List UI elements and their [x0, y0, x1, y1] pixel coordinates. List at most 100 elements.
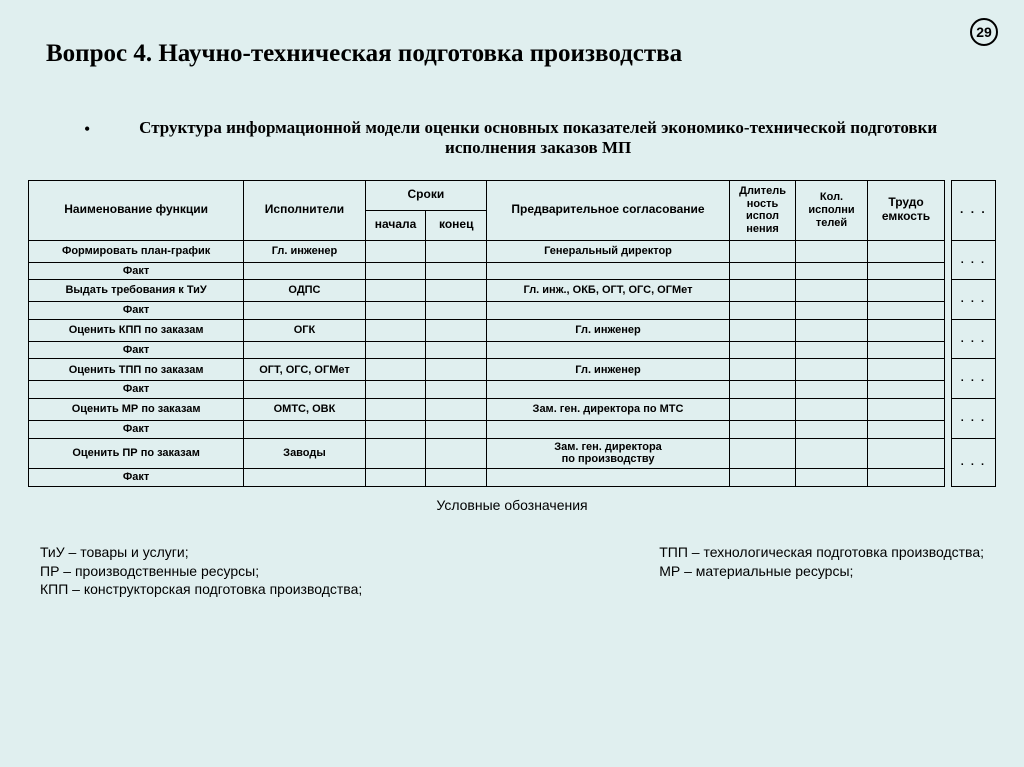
cell [487, 262, 730, 280]
cell [244, 421, 365, 439]
cell [365, 421, 426, 439]
subtitle-row: • Структура информационной модели оценки… [0, 74, 1024, 158]
cell-appr: Генеральный директор [487, 240, 730, 262]
cell-ell: . . . [951, 399, 995, 439]
cell-start [365, 359, 426, 381]
cell [426, 421, 487, 439]
cell [796, 262, 868, 280]
cell-gap [945, 438, 952, 486]
cell-gap [945, 280, 952, 320]
cell-start [365, 438, 426, 468]
cell [487, 302, 730, 320]
cell-cnt [796, 438, 868, 468]
cell-start [365, 319, 426, 341]
cell [365, 469, 426, 487]
cell-exec: ОМТС, ОВК [244, 399, 365, 421]
cell-labor [867, 399, 944, 421]
table-row-fact: Факт [29, 302, 996, 320]
cell-start [365, 240, 426, 262]
cell [729, 469, 795, 487]
cell-labor [867, 319, 944, 341]
h-ell: . . . [951, 181, 995, 241]
cell-gap [945, 399, 952, 439]
cell-gap [945, 319, 952, 359]
cell-end [426, 319, 487, 341]
cell [426, 302, 487, 320]
cell-ell: . . . [951, 438, 995, 486]
cell-dur [729, 399, 795, 421]
cell-gap [945, 359, 952, 399]
cell-appr: Зам. ген. директора по МТС [487, 399, 730, 421]
cell [244, 341, 365, 359]
cell-fact: Факт [29, 302, 244, 320]
legend: ТиУ – товары и услуги;ПР – производствен… [0, 513, 1024, 600]
cell-end [426, 359, 487, 381]
cell [487, 469, 730, 487]
cell [426, 262, 487, 280]
cell-fact: Факт [29, 341, 244, 359]
legend-line: МР – материальные ресурсы; [659, 562, 984, 581]
h-dur: Длитель ность испол нения [729, 181, 795, 241]
h-labor: Трудо емкость [867, 181, 944, 241]
cell [426, 341, 487, 359]
cell [426, 381, 487, 399]
cell-labor [867, 359, 944, 381]
cell-end [426, 280, 487, 302]
cell [365, 341, 426, 359]
cell-dur [729, 319, 795, 341]
cell-ell: . . . [951, 280, 995, 320]
cell-dur [729, 240, 795, 262]
page-number-badge: 29 [970, 18, 998, 46]
h-cnt: Кол. исполни телей [796, 181, 868, 241]
cell [796, 341, 868, 359]
cell [796, 469, 868, 487]
cell-gap [945, 240, 952, 280]
cell-exec: Гл. инженер [244, 240, 365, 262]
cell [487, 421, 730, 439]
cell [487, 381, 730, 399]
cell-start [365, 399, 426, 421]
table-row: Оценить КПП по заказамОГКГл. инженер. . … [29, 319, 996, 341]
cell-appr: Гл. инж., ОКБ, ОГТ, ОГС, ОГМет [487, 280, 730, 302]
main-table: Наименование функции Исполнители Сроки П… [28, 180, 996, 487]
cell [867, 341, 944, 359]
table-row-fact: Факт [29, 421, 996, 439]
cell-name: Формировать план-график [29, 240, 244, 262]
cell [244, 469, 365, 487]
h-appr: Предварительное согласование [487, 181, 730, 241]
cell [796, 381, 868, 399]
table-row-fact: Факт [29, 341, 996, 359]
cell-ell: . . . [951, 240, 995, 280]
cell-labor [867, 240, 944, 262]
table-row: Выдать требования к ТиУОДПСГл. инж., ОКБ… [29, 280, 996, 302]
cell-name: Оценить ПР по заказам [29, 438, 244, 468]
h-terms: Сроки [365, 181, 486, 211]
table-row: Оценить МР по заказамОМТС, ОВКЗам. ген. … [29, 399, 996, 421]
cell-appr: Зам. ген. директора по производству [487, 438, 730, 468]
cell-cnt [796, 359, 868, 381]
bullet-icon: • [84, 118, 90, 140]
legend-line: ПР – производственные ресурсы; [40, 562, 362, 581]
cell-end [426, 438, 487, 468]
cell [365, 302, 426, 320]
subtitle-text: Структура информационной модели оценки о… [112, 118, 964, 158]
cell [796, 421, 868, 439]
cell [244, 262, 365, 280]
cell [487, 341, 730, 359]
cell-start [365, 280, 426, 302]
cell-end [426, 399, 487, 421]
cell-appr: Гл. инженер [487, 319, 730, 341]
cell-name: Оценить КПП по заказам [29, 319, 244, 341]
cell-cnt [796, 240, 868, 262]
table-row-fact: Факт [29, 262, 996, 280]
cell [244, 381, 365, 399]
table-row: Формировать план-графикГл. инженер Генера… [29, 240, 996, 262]
cell-ell: . . . [951, 359, 995, 399]
cell-labor [867, 280, 944, 302]
cell-name: Выдать требования к ТиУ [29, 280, 244, 302]
header-row-1: Наименование функции Исполнители Сроки П… [29, 181, 996, 211]
cell-dur [729, 359, 795, 381]
table-body: Формировать план-графикГл. инженерГенера… [29, 240, 996, 486]
table-row-fact: Факт [29, 381, 996, 399]
cell-fact: Факт [29, 381, 244, 399]
